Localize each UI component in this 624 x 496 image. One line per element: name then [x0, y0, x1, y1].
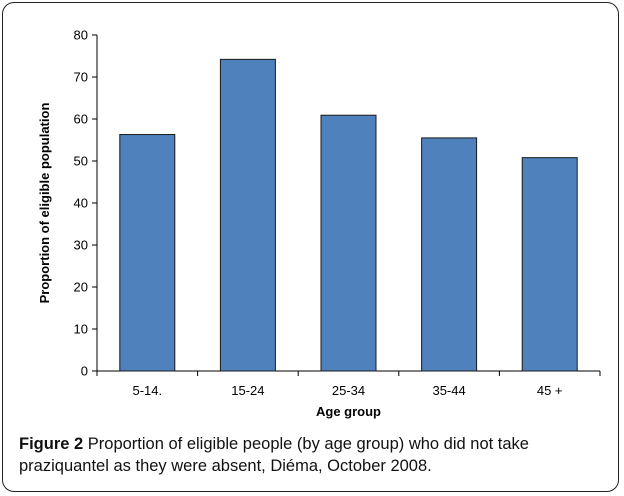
y-tick-label: 10	[74, 322, 88, 337]
bar-25-34	[320, 114, 377, 372]
x-tick-label: 15-24	[231, 383, 264, 398]
bar-chart: 0 10 20 30 40 50 60 70 80 5-14. 15-24 25-34 35-44 45 …	[37, 28, 601, 420]
caption-text: Proportion of eligible people (by age gr…	[19, 435, 529, 475]
bar-5-14	[119, 134, 176, 372]
y-tick-label: 30	[74, 238, 88, 253]
y-tick-label: 60	[74, 112, 88, 127]
x-axis-title: Age group	[316, 404, 381, 419]
x-tick-label: 5-14.	[132, 383, 162, 398]
chart-labels: 0 10 20 30 40 50 60 70 80 5-14. 15-24 25-34 35-44 45 …	[37, 28, 563, 420]
y-tick-label: 0	[81, 364, 88, 379]
x-tick-label: 25-34	[332, 383, 365, 398]
bar-35-44	[421, 137, 478, 372]
bar-45	[521, 157, 578, 372]
y-tick-label: 40	[74, 196, 88, 211]
y-tick-label: 70	[74, 70, 88, 85]
y-tick-label: 80	[74, 28, 88, 43]
chart-bars	[119, 58, 578, 372]
x-tick-label: 35-44	[432, 383, 465, 398]
y-tick-label: 20	[74, 280, 88, 295]
figure-caption: Figure 2 Proportion of eligible people (…	[19, 433, 619, 477]
figure-frame	[2, 2, 619, 492]
y-axis-title: Proportion of eligible population	[37, 103, 52, 304]
x-tick-label: 45 +	[537, 383, 563, 398]
bar-15-24	[219, 58, 276, 372]
caption-label: Figure 2	[19, 435, 84, 453]
y-tick-label: 50	[74, 154, 88, 169]
